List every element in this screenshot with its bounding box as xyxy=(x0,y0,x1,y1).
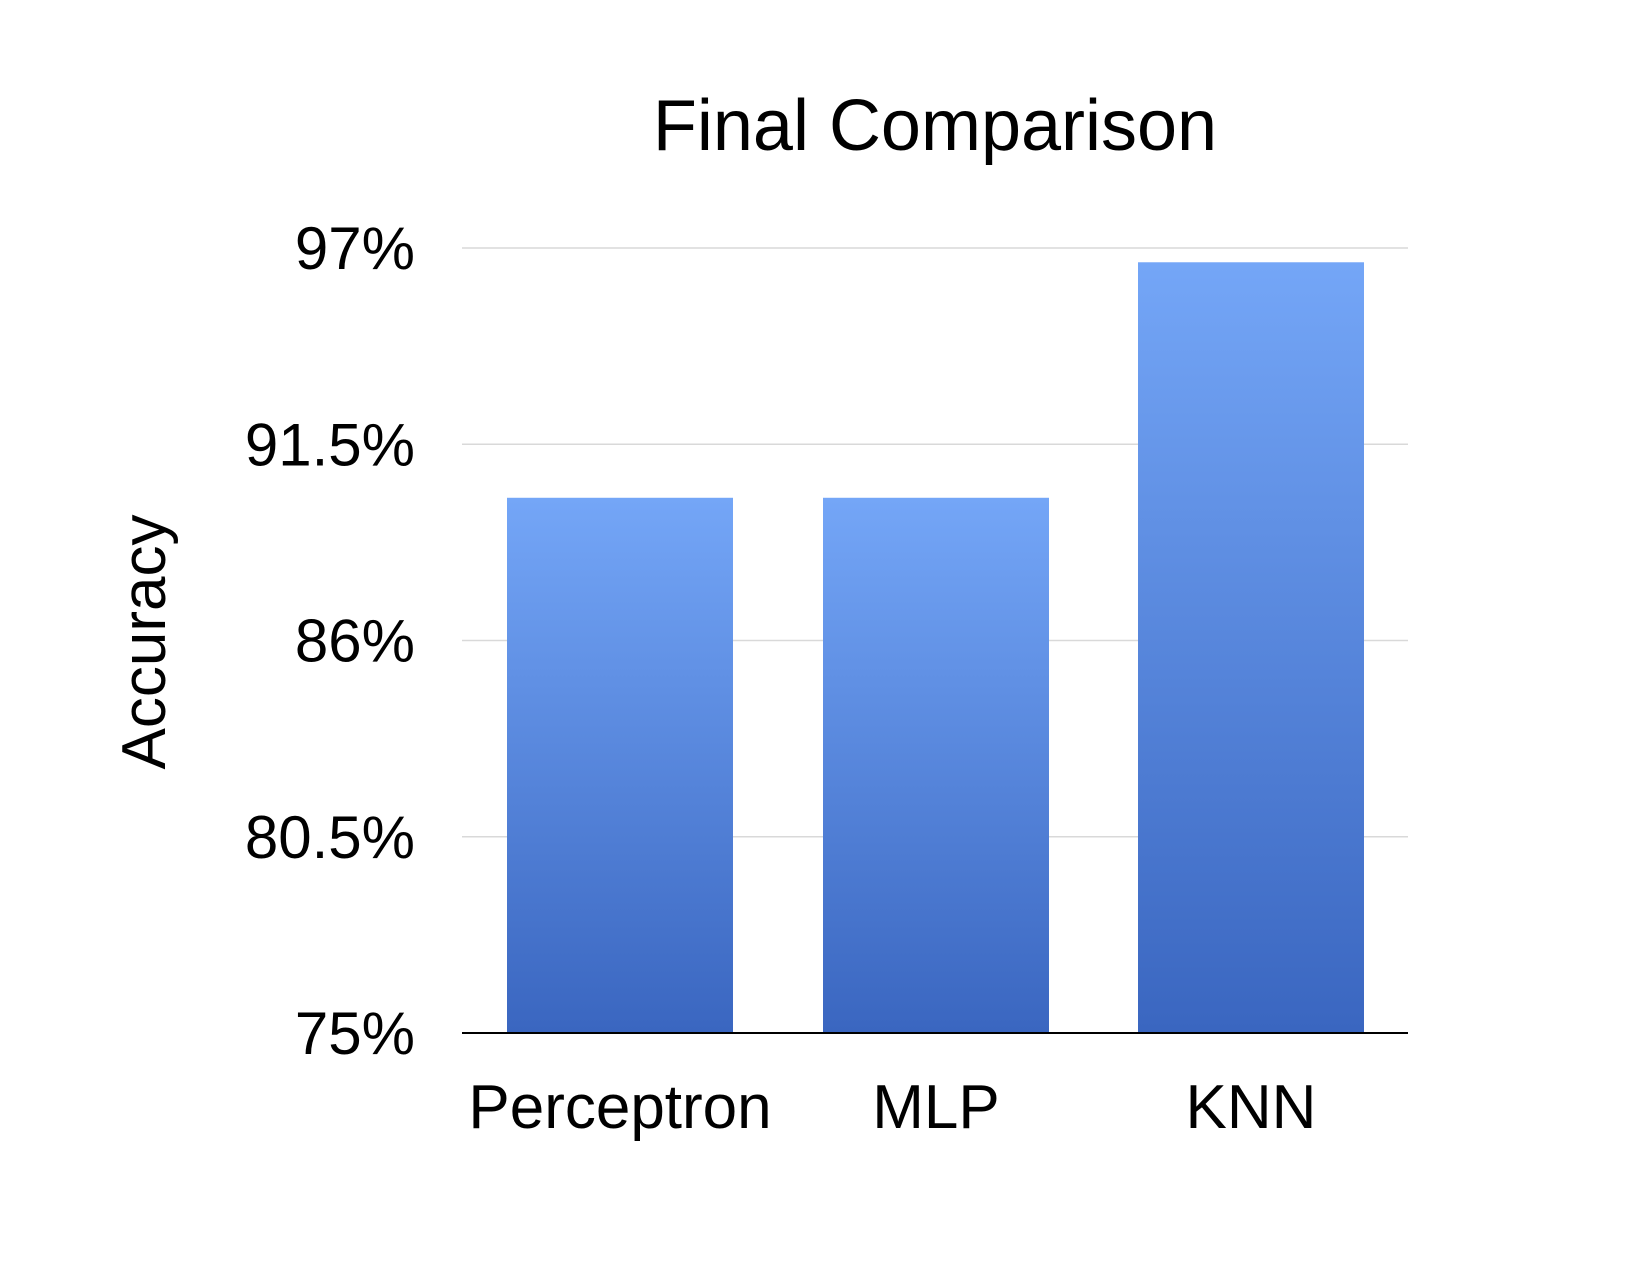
y-axis-title: Accuracy xyxy=(110,515,179,770)
y-tick-label: 86% xyxy=(295,608,415,675)
y-tick-label: 75% xyxy=(295,1000,415,1067)
x-category-label: KNN xyxy=(1186,1073,1317,1142)
bar xyxy=(1138,262,1364,1034)
y-tick-label: 97% xyxy=(295,215,415,282)
y-tick-label: 91.5% xyxy=(245,411,415,478)
bar xyxy=(507,497,733,1034)
bars xyxy=(507,262,1364,1034)
bar xyxy=(823,497,1049,1034)
y-tick-label: 80.5% xyxy=(245,804,415,871)
chart-title: Final Comparison xyxy=(653,86,1217,166)
x-category-label: Perceptron xyxy=(468,1073,771,1142)
x-category-labels: Perceptron MLP KNN xyxy=(468,1073,1316,1142)
y-tick-labels: 75% 80.5% 86% 91.5% 97% xyxy=(245,215,415,1067)
x-category-label: MLP xyxy=(872,1073,999,1142)
